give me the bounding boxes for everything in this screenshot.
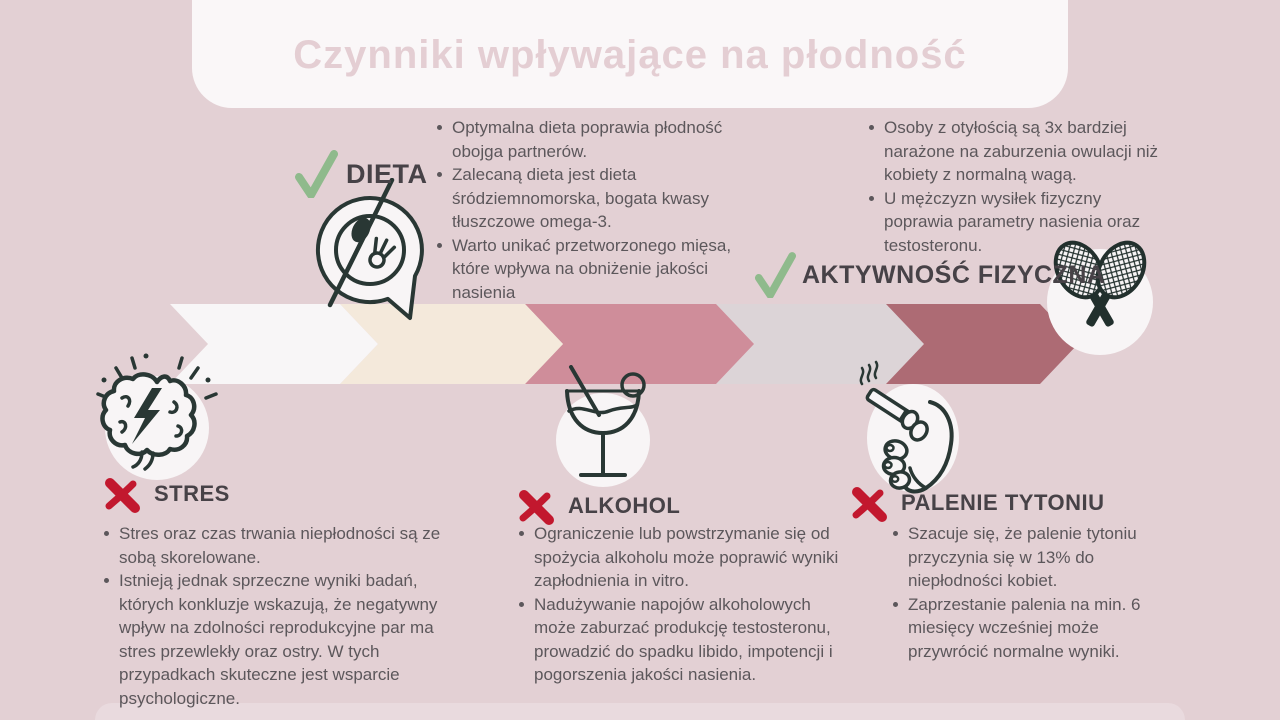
bullet-text: Istnieją jednak sprzeczne wyniki badań, …	[119, 571, 438, 708]
x-icon	[519, 490, 554, 525]
bullet-text: Nadużywanie napojów alkoholowych może za…	[534, 594, 833, 685]
title-box: Czynniki wpływające na płodność	[192, 0, 1068, 108]
bottom-strip	[95, 703, 1185, 720]
alkohol-bullets: Ograniczenie lub powstrzymanie się od sp…	[519, 522, 849, 687]
list-item: Ograniczenie lub powstrzymanie się od sp…	[519, 522, 849, 593]
brain-icon	[96, 353, 218, 480]
bullet-text: Ograniczenie lub powstrzymanie się od sp…	[534, 524, 839, 590]
label-text: PALENIE TYTONIU	[901, 490, 1105, 515]
bullet-text: Stres oraz czas trwania niepłodności są …	[119, 524, 441, 567]
dieta-bullets: Optymalna dieta poprawia płodność obojga…	[437, 116, 742, 304]
bullet-dot	[869, 195, 874, 201]
aktywnosc-bullets: Osoby z otyłością są 3x bardziej narażon…	[869, 116, 1169, 257]
label-stres: STRES	[104, 475, 230, 513]
plate-icon	[315, 178, 424, 320]
chevron-3	[525, 304, 754, 384]
smoking-hand-icon	[859, 360, 959, 494]
bullet-dot	[437, 172, 442, 177]
bullet-dot	[519, 601, 524, 607]
bullet-text: Osoby z otyłością są 3x bardziej narażon…	[884, 118, 1159, 184]
list-item: Stres oraz czas trwania niepłodności są …	[104, 522, 456, 569]
tennis-rackets-icon	[1047, 240, 1153, 355]
list-item: Istnieją jednak sprzeczne wyniki badań, …	[104, 569, 456, 710]
bullet-dot	[104, 578, 109, 583]
list-item: Nadużywanie napojów alkoholowych może za…	[519, 593, 849, 687]
x-icon	[852, 487, 887, 522]
label-text: ALKOHOL	[568, 493, 681, 518]
bullet-dot	[519, 531, 524, 536]
x-icon	[105, 478, 140, 513]
label-text: DIETA	[346, 158, 428, 189]
palenie-bullets: Szacuje się, że palenie tytoniu przyczyn…	[893, 522, 1173, 663]
list-item: Zalecaną dieta jest dieta śródziemnomors…	[437, 163, 742, 234]
label-text: STRES	[154, 481, 230, 506]
bullet-dot	[893, 601, 898, 607]
bullet-text: Szacuje się, że palenie tytoniu przyczyn…	[908, 524, 1137, 590]
list-item: Osoby z otyłością są 3x bardziej narażon…	[869, 116, 1169, 187]
bullet-dot	[869, 125, 874, 130]
label-palenie: PALENIE TYTONIU	[851, 484, 1104, 522]
label-dieta: DIETA	[294, 150, 428, 198]
bullet-dot	[437, 125, 442, 130]
list-item: Zaprzestanie palenia na min. 6 miesięcy …	[893, 593, 1173, 664]
bullet-text: Zalecaną dieta jest dieta śródziemnomors…	[452, 165, 710, 231]
stres-bullets: Stres oraz czas trwania niepłodności są …	[104, 522, 456, 710]
list-item: Warto unikać przetworzonego mięsa, które…	[437, 234, 742, 305]
list-item: Optymalna dieta poprawia płodność obojga…	[437, 116, 742, 163]
bullet-text: Zaprzestanie palenia na min. 6 miesięcy …	[908, 594, 1141, 661]
label-text: AKTYWNOŚĆ FIZYCZNA	[802, 260, 1106, 289]
bullet-dot	[104, 531, 109, 536]
list-item: U mężczyzn wysiłek fizyczny poprawia par…	[869, 187, 1169, 258]
label-aktywnosc: AKTYWNOŚĆ FIZYCZNA	[754, 252, 1105, 298]
bullet-text: Optymalna dieta poprawia płodność obojga…	[452, 118, 723, 161]
label-alkohol: ALKOHOL	[518, 487, 680, 525]
check-icon	[295, 150, 338, 198]
list-item: Szacuje się, że palenie tytoniu przyczyn…	[893, 522, 1173, 593]
cocktail-icon	[556, 365, 650, 487]
bullet-dot	[893, 531, 898, 536]
page-title: Czynniki wpływające na płodność	[293, 32, 967, 77]
bullet-text: U mężczyzn wysiłek fizyczny poprawia par…	[884, 188, 1141, 255]
bullet-text: Warto unikać przetworzonego mięsa, które…	[452, 235, 732, 302]
check-icon	[754, 252, 796, 298]
bullet-dot	[437, 242, 442, 248]
